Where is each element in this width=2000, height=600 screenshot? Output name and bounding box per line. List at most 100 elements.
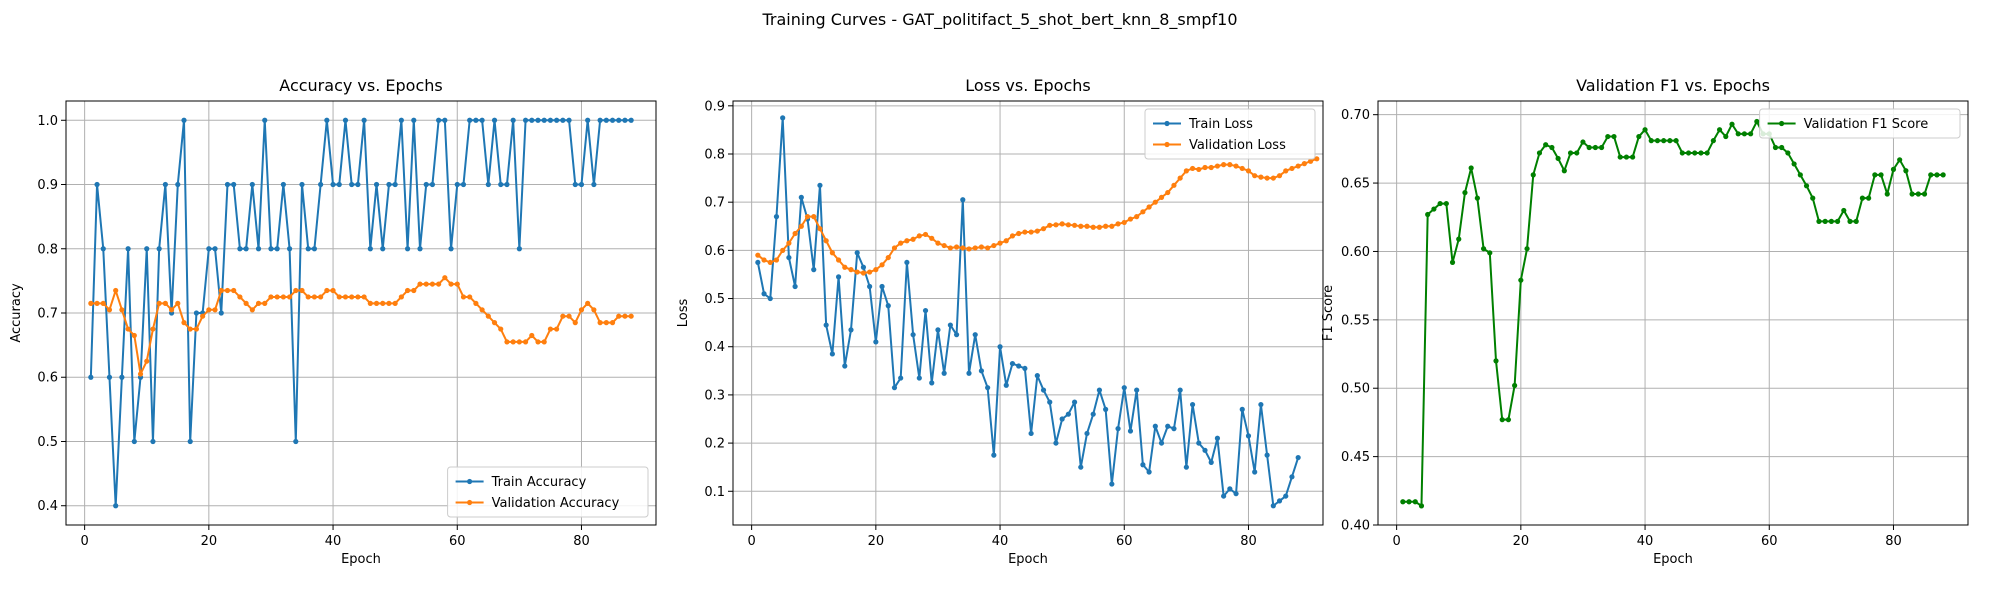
data-point <box>1791 161 1797 167</box>
data-point <box>786 240 792 246</box>
data-point <box>131 438 137 445</box>
data-point <box>1915 191 1921 197</box>
ticks: 0 20 40 60 80 0.40 0.45 0.50 0.55 0.60 0.65 0.70 <box>1341 108 1902 549</box>
data-point <box>1239 165 1245 172</box>
data-point <box>1214 163 1221 169</box>
data-point <box>1059 221 1065 227</box>
data-point <box>1474 195 1480 201</box>
data-point <box>1512 382 1518 389</box>
data-point <box>960 245 966 251</box>
data-point <box>411 117 417 123</box>
data-point <box>1202 447 1208 453</box>
data-point <box>336 294 342 300</box>
data-point <box>1028 430 1034 437</box>
data-point <box>829 351 835 357</box>
x-axis-label: Epoch <box>341 552 381 567</box>
data-point <box>1456 236 1462 242</box>
data-point <box>1022 365 1028 372</box>
data-point <box>1754 118 1760 125</box>
data-point <box>1437 200 1443 207</box>
data-point <box>811 214 817 220</box>
data-point <box>1493 358 1499 364</box>
data-point <box>175 181 181 188</box>
data-point <box>262 300 268 306</box>
data-point <box>1078 223 1084 229</box>
data-point <box>997 344 1003 350</box>
data-point <box>473 117 479 123</box>
data-point <box>324 117 330 123</box>
data-point <box>150 438 156 445</box>
data-point <box>873 339 879 345</box>
data-point <box>355 294 361 300</box>
data-point <box>609 117 616 123</box>
data-point <box>628 117 634 123</box>
data-point <box>187 326 193 332</box>
data-point <box>1196 166 1202 173</box>
data-point <box>212 246 218 252</box>
data-point <box>168 307 175 313</box>
data-point <box>162 300 168 306</box>
data-point <box>1598 144 1605 151</box>
data-point <box>929 235 935 241</box>
data-point <box>392 300 398 306</box>
data-point <box>985 385 991 391</box>
data-point <box>330 287 336 294</box>
data-point <box>1084 223 1090 229</box>
data-point <box>1177 175 1183 181</box>
data-point <box>324 287 330 294</box>
data-point <box>349 294 355 300</box>
data-point <box>1623 154 1630 160</box>
data-point <box>1103 223 1109 229</box>
data-point <box>554 326 560 332</box>
data-point <box>1140 462 1146 468</box>
data-point <box>516 339 522 345</box>
panel-title: Accuracy vs. Epochs <box>279 76 442 95</box>
data-point <box>904 259 910 266</box>
data-point <box>504 339 510 345</box>
data-point <box>603 320 609 326</box>
data-point <box>1109 481 1115 487</box>
data-point <box>100 246 106 252</box>
data-point <box>1785 150 1791 156</box>
data-point <box>386 300 392 306</box>
data-point <box>491 117 498 123</box>
data-point <box>1928 172 1934 178</box>
data-point <box>780 115 786 121</box>
data-point <box>1834 218 1841 224</box>
data-point <box>1040 387 1047 393</box>
data-point <box>181 117 187 123</box>
data-point <box>1121 219 1127 226</box>
data-point <box>1196 440 1202 446</box>
y-tick-label: 0.9 <box>704 99 725 114</box>
data-point <box>113 287 119 294</box>
data-point <box>1283 168 1289 174</box>
y-tick-label: 0.8 <box>37 242 58 257</box>
data-point <box>879 283 885 290</box>
data-point <box>1418 503 1425 509</box>
data-point <box>1909 191 1915 197</box>
data-point <box>1034 228 1040 234</box>
data-point <box>910 332 916 338</box>
data-point <box>1772 144 1779 151</box>
data-point <box>1480 246 1487 252</box>
data-point <box>1685 150 1692 156</box>
y-tick-label: 1.0 <box>37 114 58 129</box>
data-point <box>1859 195 1866 201</box>
data-point <box>460 181 467 188</box>
data-point <box>991 452 997 458</box>
data-point <box>318 181 324 188</box>
data-point <box>817 226 823 232</box>
data-point <box>585 117 591 123</box>
y-tick-label: 0.7 <box>704 196 725 211</box>
data-point <box>835 257 842 263</box>
data-point <box>1227 162 1233 168</box>
data-point <box>1723 133 1729 140</box>
y-tick-label: 0.6 <box>704 244 725 259</box>
data-point <box>510 339 516 345</box>
series-validation-loss <box>755 156 1320 276</box>
data-point <box>255 300 262 306</box>
data-point <box>1158 194 1165 200</box>
data-point <box>516 246 522 252</box>
data-point <box>1003 382 1009 388</box>
data-point <box>448 281 454 287</box>
